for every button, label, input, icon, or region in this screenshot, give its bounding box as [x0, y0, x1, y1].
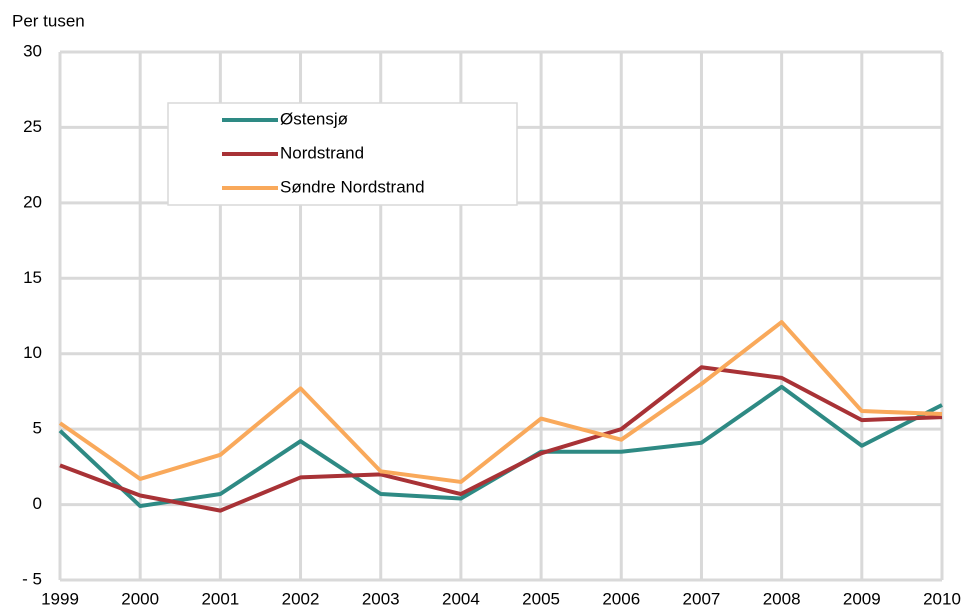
series-line — [58, 384, 943, 509]
lines — [58, 320, 943, 513]
y-tick-label: 20 — [23, 192, 42, 211]
x-tick-label: 2010 — [923, 589, 961, 608]
legend-label: Nordstrand — [280, 143, 364, 162]
x-tick-label: 2008 — [763, 589, 801, 608]
y-tick-label: - 5 — [22, 569, 42, 588]
x-tick-label: 2005 — [522, 589, 560, 608]
y-axis-label: Per tusen — [12, 11, 85, 30]
legend: Østensjø Nordstrand Søndre Nordstrand — [222, 109, 425, 196]
series-line — [59, 365, 943, 513]
y-tick-label: 0 — [33, 494, 42, 513]
x-tick-label: 2003 — [362, 589, 400, 608]
x-tick-label: 1999 — [41, 589, 79, 608]
y-tick-label: 5 — [33, 419, 42, 438]
x-tick-label: 2006 — [602, 589, 640, 608]
x-tick-label: 2009 — [843, 589, 881, 608]
legend-label: Østensjø — [280, 109, 348, 128]
y-tick-label: 30 — [23, 41, 42, 60]
series-line — [58, 320, 943, 484]
x-tick-label: 2007 — [683, 589, 721, 608]
x-tick-label: 2004 — [442, 589, 480, 608]
x-tick-label: 2001 — [201, 589, 239, 608]
y-tick-label: 10 — [23, 343, 42, 362]
x-tick-label: 2000 — [121, 589, 159, 608]
x-tick-label: 2002 — [282, 589, 320, 608]
legend-label: Søndre Nordstrand — [280, 177, 425, 196]
y-tick-label: 25 — [23, 117, 42, 136]
y-tick-label: 15 — [23, 268, 42, 287]
